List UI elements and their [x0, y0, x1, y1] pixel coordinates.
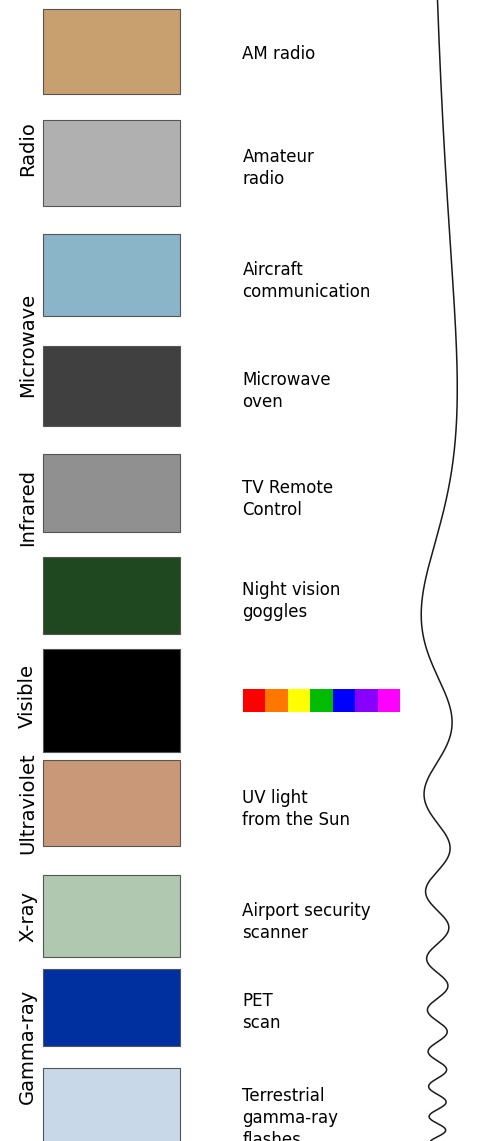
Bar [332, 689, 355, 712]
Bar [242, 689, 265, 712]
Bar [288, 689, 310, 712]
Bar [42, 1068, 180, 1141]
Bar [42, 346, 180, 426]
Text: PET
scan: PET scan [242, 992, 281, 1033]
Text: Visible: Visible [18, 664, 37, 728]
Bar [42, 454, 180, 532]
Bar [42, 121, 180, 205]
Bar [265, 689, 287, 712]
Text: Aircraft
communication: Aircraft communication [242, 260, 371, 301]
Bar [355, 689, 378, 712]
Text: X-ray: X-ray [18, 891, 37, 941]
Text: Night vision
goggles: Night vision goggles [242, 581, 341, 622]
Text: TV Remote
Control: TV Remote Control [242, 478, 334, 519]
Text: Radio: Radio [18, 121, 37, 176]
Text: AM radio: AM radio [242, 44, 316, 63]
Text: Gamma-ray: Gamma-ray [18, 988, 37, 1104]
Text: Airport security
scanner: Airport security scanner [242, 901, 371, 942]
Text: UV light
from the Sun: UV light from the Sun [242, 788, 350, 830]
Bar [42, 234, 180, 316]
Bar [310, 689, 332, 712]
Text: Amateur
radio: Amateur radio [242, 147, 314, 188]
Text: Microwave: Microwave [18, 292, 37, 397]
Bar [42, 649, 180, 752]
Text: Terrestrial
gamma-ray
flashes: Terrestrial gamma-ray flashes [242, 1087, 338, 1141]
Text: Infrared: Infrared [18, 469, 37, 547]
Bar [42, 557, 180, 634]
Bar [42, 969, 180, 1046]
Bar [42, 760, 180, 847]
Bar [42, 8, 180, 94]
Text: Ultraviolet: Ultraviolet [18, 752, 37, 855]
Bar [42, 875, 180, 957]
Bar [378, 689, 400, 712]
Text: Microwave
oven: Microwave oven [242, 371, 331, 412]
